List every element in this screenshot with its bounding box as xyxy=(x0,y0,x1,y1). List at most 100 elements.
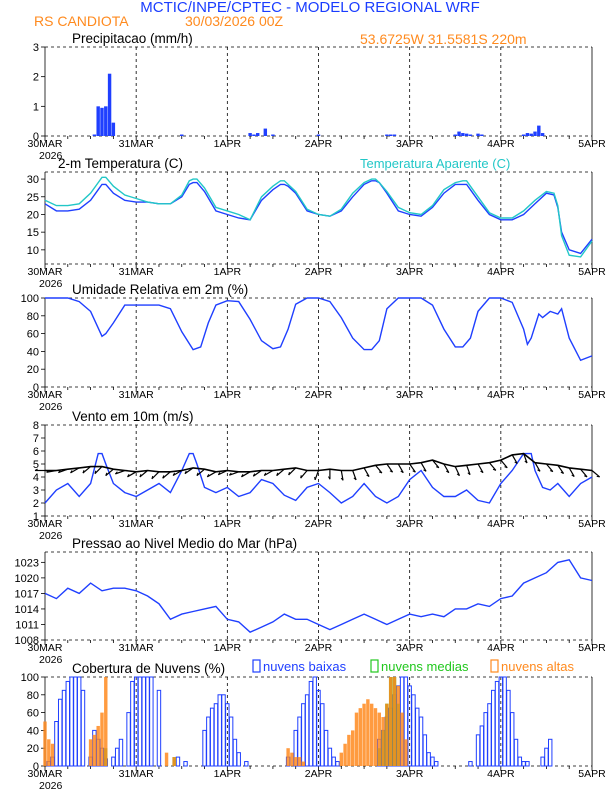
wind-barb-head xyxy=(70,470,73,474)
cloud-bar-nuvens-altas xyxy=(96,725,100,766)
wind-barb xyxy=(443,463,450,473)
wind-barb-head xyxy=(217,472,221,476)
clouds-x-tick-label: 31MAR xyxy=(119,768,154,780)
precip-bar xyxy=(529,133,533,136)
wind-x-year-label: 2026 xyxy=(39,530,63,542)
precip-x-tick-label: 2APR xyxy=(305,138,333,150)
cloud-bar-nuvens-baixas xyxy=(521,761,526,767)
precip-bar xyxy=(271,134,275,136)
cloud-bar-nuvens-altas xyxy=(290,752,294,766)
cloud-bar-nuvens-baixas xyxy=(494,680,500,767)
wind-barb xyxy=(263,469,274,477)
wind-barb xyxy=(363,467,370,477)
wind-barb-head xyxy=(423,469,427,472)
temp-y-tick-label: 25 xyxy=(27,192,39,204)
cloud-bar-nuvens-baixas xyxy=(156,689,162,767)
precip-bar xyxy=(537,125,541,136)
rh-y-tick-label: 40 xyxy=(27,346,39,358)
cloud-bar-nuvens-baixas xyxy=(130,680,135,767)
clouds-y-tick-label: 60 xyxy=(27,708,39,720)
pres-x-tick-label: 30MAR xyxy=(27,642,62,654)
wind-barb xyxy=(127,471,137,478)
temp-x-tick-label: 30MAR xyxy=(27,266,62,278)
cloud-bar-nuvens-baixas xyxy=(149,676,154,767)
wind-barb-head xyxy=(263,472,267,476)
rh-x-year-label: 2026 xyxy=(39,401,63,413)
cloud-bar-nuvens-altas xyxy=(354,712,359,766)
cloud-bar-nuvens-altas xyxy=(293,757,298,766)
cloud-bar-nuvens-baixas xyxy=(217,694,222,767)
wind-barb-head xyxy=(504,466,508,469)
precip-bar xyxy=(92,134,97,136)
cloud-bar-nuvens-baixas xyxy=(145,676,150,767)
rh-title: Umidade Relativa em 2m (%) xyxy=(72,282,248,297)
precip-bar xyxy=(533,131,537,136)
wind-barb-head xyxy=(571,474,575,477)
rh-y-tick-label: 80 xyxy=(27,311,39,323)
precip-bar xyxy=(388,134,393,136)
cloud-bar-nuvens-baixas xyxy=(244,761,249,767)
clouds-y-tick-label: 20 xyxy=(27,743,39,755)
precip-bar xyxy=(252,134,256,136)
precip-panel: 0 1 2 3 30MAR 31MAR 1APR 2APR 3APR 4APR 5APR 2026 Pr… xyxy=(27,31,606,162)
cloud-bar-nuvens-baixas xyxy=(434,761,439,767)
wind-barb xyxy=(488,462,497,471)
wind-barb-head xyxy=(584,475,588,478)
wind-barb xyxy=(352,470,357,481)
wind-x-tick-label: 5APR xyxy=(578,518,606,530)
wind-barb xyxy=(420,462,427,472)
cloud-bar-nuvens-baixas xyxy=(312,676,317,767)
clouds-y-tick-label: 80 xyxy=(27,690,39,702)
cloud-bar-nuvens-altas xyxy=(104,677,108,766)
wind-barb xyxy=(511,454,518,464)
cloud-bar-nuvens-altas xyxy=(373,708,378,766)
precip-bar xyxy=(96,106,100,136)
pres-y-tick-label: 1020 xyxy=(15,573,39,585)
wind-barb-head xyxy=(328,476,331,480)
cloud-bar-nuvens-baixas xyxy=(525,761,530,767)
pres-y-tick-label: 1017 xyxy=(15,588,39,600)
cloud-bar-nuvens-altas xyxy=(88,739,93,766)
wind-y-tick-label: 4 xyxy=(33,472,39,484)
header-coords: 53.6725W 31.5581S 220m xyxy=(360,31,527,47)
cloud-legend-medias: nuvens medias xyxy=(381,659,469,674)
cloud-bar-nuvens-altas xyxy=(43,721,47,766)
wind-barb-head xyxy=(172,472,176,476)
cloud-bar-nuvens-baixas xyxy=(304,694,310,767)
cloud-bar-nuvens-altas xyxy=(92,734,97,766)
wind-barb-head xyxy=(34,468,38,471)
wind-barb xyxy=(241,471,251,478)
wind-barb xyxy=(151,471,160,480)
wind-barb-head xyxy=(340,477,344,481)
wind-barb xyxy=(545,463,554,473)
wind-barb xyxy=(397,463,404,473)
cloud-bar-nuvens-altas xyxy=(301,761,306,766)
wind-barb xyxy=(477,463,484,473)
pres-x-year-label: 2026 xyxy=(39,654,63,666)
precip-bar xyxy=(525,133,530,136)
clouds-y-tick-label: 0 xyxy=(33,761,39,773)
clouds-y-tick-label: 40 xyxy=(27,725,39,737)
temp-x-year-label: 2026 xyxy=(39,278,63,290)
clouds-x-tick-label: 5APR xyxy=(578,768,606,780)
header-title: MCTIC/INPE/CPTEC - MODELO REGIONAL WRF xyxy=(140,0,479,16)
wind-barb-head xyxy=(400,470,404,474)
cloud-bar-nuvens-baixas xyxy=(80,689,86,767)
rh-y-tick-label: 60 xyxy=(27,329,39,341)
wind-x-tick-label: 2APR xyxy=(305,518,333,530)
cloud-bar-nuvens-altas xyxy=(381,717,385,766)
wind-barb xyxy=(162,471,171,479)
rh-x-tick-label: 5APR xyxy=(578,389,606,401)
wind-barb-head xyxy=(241,473,244,478)
cloud-bar-nuvens-altas xyxy=(50,743,55,766)
cloud-bar-nuvens-baixas xyxy=(175,756,181,767)
cloud-bar-nuvens-baixas xyxy=(544,747,549,767)
wind-barb-head xyxy=(537,469,541,472)
wind-barb xyxy=(534,462,541,472)
wind-barb-head xyxy=(82,470,85,474)
precip-title: Precipitacao (mm/h) xyxy=(72,31,193,46)
wind-x-tick-label: 4APR xyxy=(487,518,515,530)
wind-barb xyxy=(314,470,320,481)
precip-x-tick-label: 1APR xyxy=(214,138,242,150)
